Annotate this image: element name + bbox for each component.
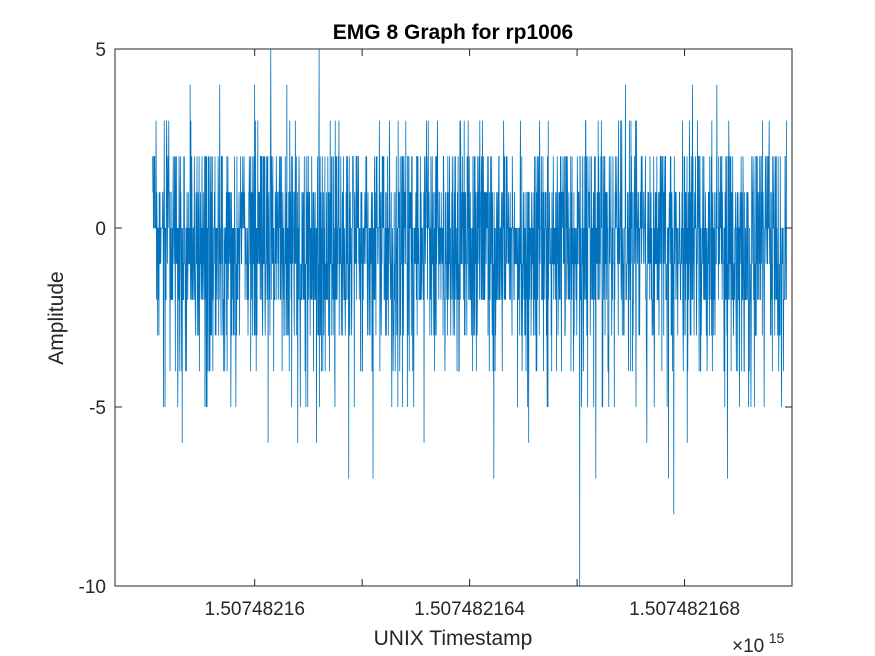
y-tick-label: 0	[95, 219, 106, 240]
x-tick-label: 1.507482168	[629, 599, 740, 620]
y-tick-label: -5	[89, 398, 106, 419]
x-tick-label: 1.50748216	[205, 599, 305, 620]
axes-layer	[114, 48, 793, 587]
series-line-emg8	[152, 48, 788, 587]
y-tick-label: 5	[95, 40, 106, 61]
y-axis-label: Amplitude	[45, 271, 68, 364]
axes-box	[114, 48, 793, 587]
x-tick-label: 1.507482164	[414, 599, 525, 620]
y-ticks: -10 -5 0 5	[79, 40, 792, 598]
x-axis-exponent-label: ×10 15	[732, 630, 784, 656]
y-tick-label: -10	[79, 577, 106, 598]
x-axis-exponent-base: ×10	[732, 636, 764, 656]
x-axis-exponent-power: 15	[769, 630, 785, 646]
series-layer	[152, 48, 788, 587]
x-axis-label: UNIX Timestamp	[374, 627, 533, 650]
chart-title: EMG 8 Graph for rp1006	[333, 21, 573, 44]
x-ticks: 1.50748216 1.507482164 1.507482168	[205, 49, 740, 620]
